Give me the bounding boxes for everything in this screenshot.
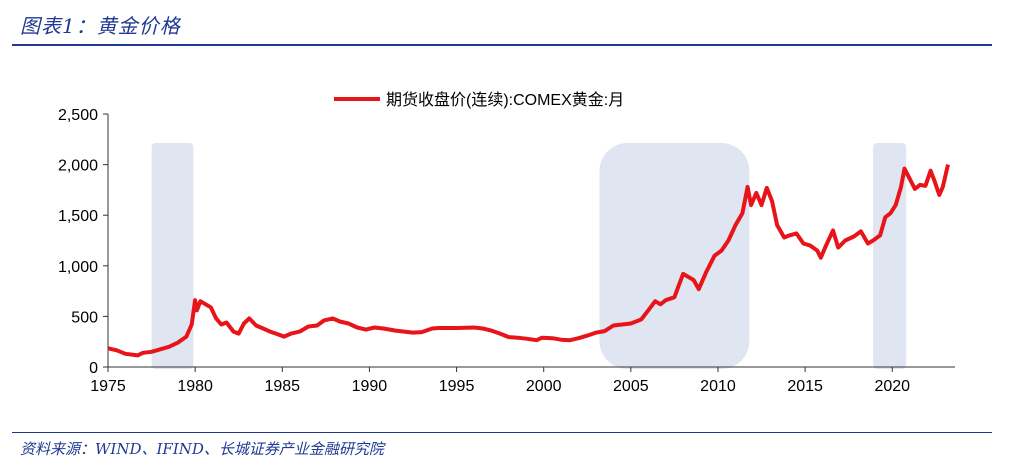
x-tick-label: 1975 <box>90 378 126 395</box>
legend: 期货收盘价(连续):COMEX黄金:月 <box>334 90 624 109</box>
gold-price-line <box>107 164 950 358</box>
y-tick-label: 1,500 <box>58 208 98 225</box>
x-tick-label: 1985 <box>264 378 300 395</box>
bottom-rule <box>12 432 992 433</box>
x-tick-label: 2015 <box>787 378 823 395</box>
figure-title: 图表1：黄金价格 <box>20 14 181 38</box>
x-tick-label: 1990 <box>352 378 388 395</box>
x-tick-label: 2020 <box>874 378 910 395</box>
x-tick-label: 2010 <box>700 378 736 395</box>
y-tick-label: 2,500 <box>58 107 98 124</box>
x-tick-labels: 1975 1980 1985 1990 1995 2000 2005 2010 2015 2020 <box>90 378 910 395</box>
shaded-periods <box>151 143 907 369</box>
axes <box>103 113 955 372</box>
x-tick-label: 1995 <box>439 378 475 395</box>
top-rule <box>12 44 992 46</box>
shaded-period-2 <box>599 143 750 369</box>
y-tick-labels: 0 500 1,000 1,500 2,000 2,500 <box>58 107 98 377</box>
x-tick-label: 2000 <box>526 378 562 395</box>
shaded-period-1 <box>151 143 194 369</box>
y-tick-label: 1,000 <box>58 259 98 276</box>
x-tick-label: 1980 <box>177 378 213 395</box>
y-tick-label: 2,000 <box>58 158 98 175</box>
gold-price-chart: 0 500 1,000 1,500 2,000 2,500 1975 1980 1985 199… <box>58 90 955 395</box>
y-tick-label: 0 <box>89 360 98 377</box>
legend-label: 期货收盘价(连续):COMEX黄金:月 <box>386 90 624 109</box>
y-tick-label: 500 <box>71 309 98 326</box>
source-note: 资料来源：WIND、IFIND、长城证券产业金融研究院 <box>20 440 384 458</box>
x-tick-label: 2005 <box>613 378 649 395</box>
